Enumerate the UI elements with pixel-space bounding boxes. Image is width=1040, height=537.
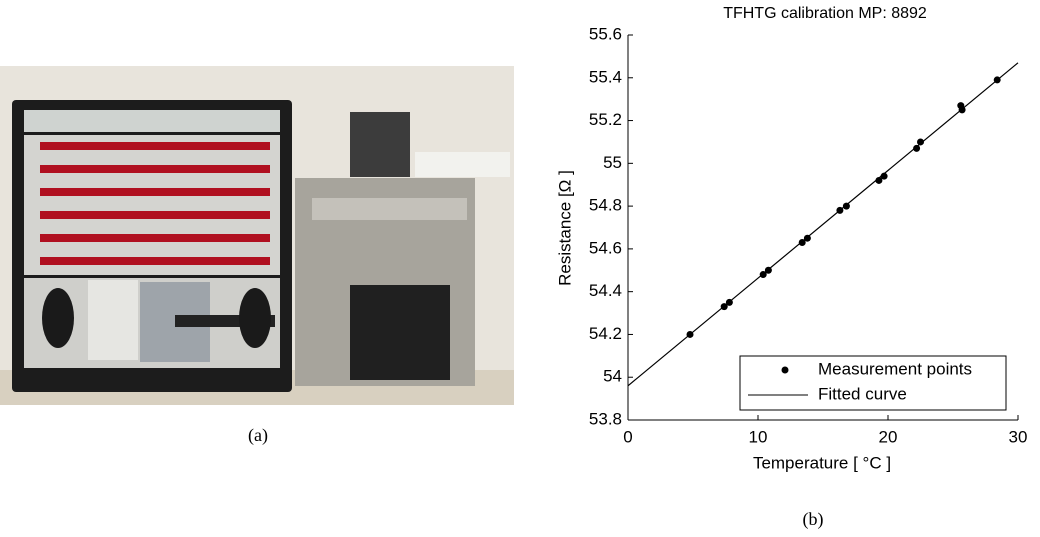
y-tick-label: 54.6 [589,238,622,257]
x-axis-label: Temperature [ °C ] [753,453,891,472]
data-point [917,138,924,146]
x-tick-label: 0 [623,427,632,446]
data-point [842,202,850,210]
chart-title: TFHTG calibration MP: 8892 [723,5,927,22]
photo [0,66,514,405]
x-tick-label: 20 [879,427,898,446]
fitted-line [627,62,1019,387]
y-tick-label: 54 [603,367,622,386]
y-axis-label: Resistance [Ω ] [555,170,574,286]
y-tick-label: 54.4 [589,281,622,300]
caption: (a) [248,425,268,446]
x-tick-label: 10 [749,427,768,446]
data-point [913,144,921,152]
y-tick-label: 55.6 [589,24,622,43]
x-tick-label: 30 [1009,427,1028,446]
legend-box [739,355,1007,411]
y-tick-label: 54.8 [589,196,622,215]
legend-label: Measurement points [818,359,972,378]
legend-label: Fitted curve [818,384,907,403]
caption: (b) [803,509,824,530]
legend-swatch [781,366,789,374]
y-tick-label: 53.8 [589,409,622,428]
y-tick-label: 55.4 [589,67,622,86]
y-tick-label: 55 [603,153,622,172]
y-tick-label: 54.2 [589,324,622,343]
y-tick-label: 55.2 [589,110,622,129]
